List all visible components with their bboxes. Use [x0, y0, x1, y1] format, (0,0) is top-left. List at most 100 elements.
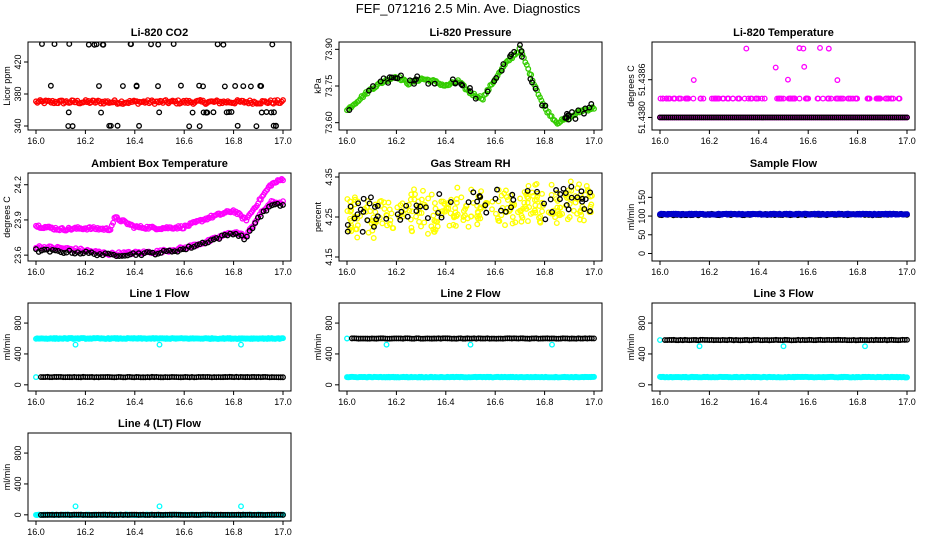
y-tick-label: 400	[637, 346, 647, 361]
data-point	[574, 194, 581, 201]
data-point	[484, 88, 491, 95]
data-point	[591, 335, 597, 342]
data-point	[501, 190, 508, 197]
chart-title: Sample Flow	[750, 158, 818, 170]
data-point	[405, 201, 412, 208]
data-point	[467, 341, 474, 348]
data-point	[434, 223, 441, 230]
data-point	[96, 251, 103, 258]
data-point	[93, 42, 100, 48]
y-tick-label: 0	[637, 382, 647, 387]
y-tick-label: 50	[637, 230, 647, 240]
x-tick-label: 16.0	[338, 136, 356, 146]
data-point	[413, 208, 420, 214]
data-point	[69, 250, 76, 256]
data-point	[512, 219, 519, 226]
data-point	[207, 237, 214, 244]
data-point	[94, 252, 101, 259]
data-point	[428, 191, 435, 198]
data-point	[271, 109, 277, 116]
data-point	[121, 252, 128, 259]
data-point	[144, 249, 150, 256]
data-point	[475, 209, 481, 216]
chart-title: Ambient Box Temperature	[91, 158, 228, 170]
data-point	[424, 215, 431, 222]
data-point	[532, 85, 539, 92]
data-point	[492, 195, 499, 202]
data-point	[186, 123, 193, 130]
y-tick-label: 420	[13, 54, 23, 69]
data-point	[385, 79, 392, 86]
data-point	[344, 107, 350, 114]
x-tick-label: 16.6	[799, 136, 817, 146]
data-point	[581, 110, 587, 117]
chart-line2: Line 2 Flow ml/min 0 400 800 16.0 16.2 16.4 16.6…	[313, 288, 603, 407]
y-tick-label: 340	[13, 118, 23, 133]
data-point	[277, 177, 284, 184]
data-point	[200, 109, 207, 116]
x-tick-label: 16.2	[77, 527, 95, 537]
data-point	[465, 223, 472, 230]
y-axis-label: degrees C	[2, 196, 12, 238]
data-point	[273, 122, 279, 129]
data-point	[403, 202, 410, 209]
y-axis-label: ml/min	[626, 204, 636, 231]
data-point	[503, 194, 510, 201]
data-point	[418, 223, 424, 230]
data-point	[489, 206, 495, 213]
y-tick-label: 24.2	[13, 176, 23, 194]
data-point	[525, 195, 532, 202]
data-point	[359, 228, 366, 235]
data-point	[568, 183, 575, 190]
data-point	[509, 191, 516, 198]
data-point	[218, 232, 225, 239]
data-point	[351, 215, 358, 222]
data-point	[527, 210, 534, 217]
x-tick-label: 16.6	[175, 527, 193, 537]
data-point	[507, 53, 514, 60]
x-tick-label: 16.8	[536, 397, 554, 407]
data-point	[518, 53, 525, 60]
data-point	[578, 188, 585, 195]
y-tick-label: 400	[324, 346, 334, 361]
data-point	[72, 341, 79, 348]
x-tick-label: 16.4	[126, 397, 144, 407]
data-point	[553, 220, 560, 227]
data-point	[458, 81, 465, 88]
data-point	[408, 224, 415, 231]
data-point	[494, 186, 500, 193]
data-point	[452, 222, 459, 229]
x-tick-label: 16.2	[388, 136, 406, 146]
data-point	[536, 203, 543, 209]
data-point	[536, 94, 543, 101]
data-point	[553, 196, 560, 203]
data-point	[449, 76, 456, 83]
data-point	[100, 42, 107, 48]
data-point	[280, 374, 286, 381]
data-point	[257, 213, 264, 220]
data-point	[517, 42, 523, 49]
data-point	[260, 208, 267, 215]
x-tick-label: 16.4	[437, 136, 455, 146]
data-point	[805, 95, 812, 102]
data-point	[755, 95, 762, 102]
data-point	[163, 248, 170, 255]
data-point	[202, 240, 209, 247]
data-point	[904, 336, 910, 343]
data-point	[52, 247, 59, 254]
data-point	[493, 75, 500, 81]
data-point	[171, 248, 178, 255]
data-point	[700, 95, 707, 102]
data-point	[146, 249, 153, 256]
plot-frame	[338, 302, 603, 392]
data-point	[450, 212, 457, 219]
data-point	[136, 122, 143, 129]
data-point	[155, 42, 162, 48]
data-point	[370, 235, 377, 241]
x-tick-label: 16.8	[225, 397, 243, 407]
x-tick-label: 16.2	[77, 136, 95, 146]
data-point	[890, 95, 897, 102]
x-tick-label: 16.6	[486, 267, 504, 277]
data-point	[671, 95, 678, 102]
y-tick-label: 4.35	[324, 168, 334, 186]
